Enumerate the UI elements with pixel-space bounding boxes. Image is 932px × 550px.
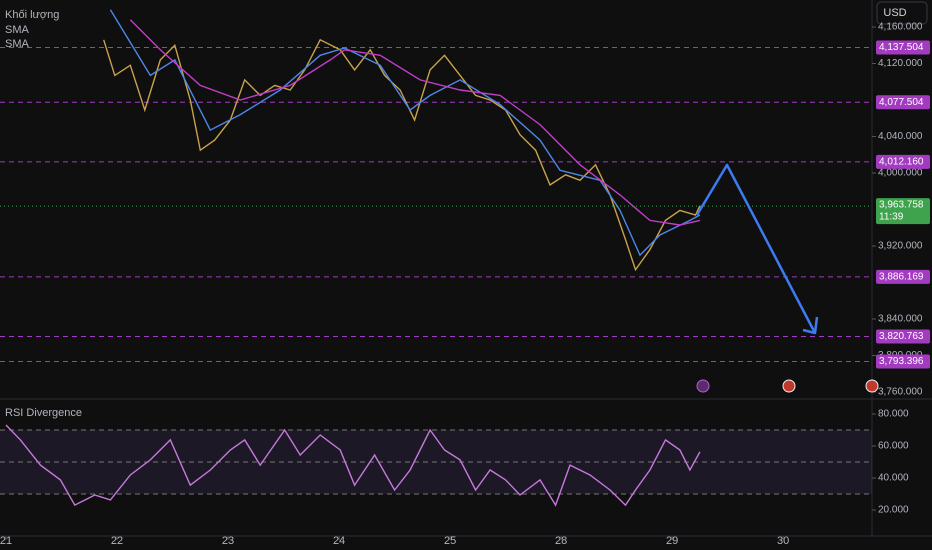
x-tick-label: 24 [333, 535, 345, 547]
x-tick-label: 30 [777, 535, 789, 547]
countdown: 11:39 [879, 212, 904, 223]
currency-button[interactable] [876, 1, 928, 25]
level-label: 3,886.169 [879, 271, 924, 282]
x-tick-label: 23 [222, 535, 234, 547]
forecast-arrow [695, 163, 819, 335]
event-icons [696, 379, 879, 393]
x-tick-label: 28 [555, 535, 567, 547]
level-label: 4,077.504 [879, 97, 924, 108]
level-label: 3,793.396 [879, 356, 924, 367]
level-label-box [876, 354, 930, 369]
series-line [129, 19, 701, 226]
y-tick-label: 40.000 [878, 473, 909, 484]
series-line [5, 424, 701, 507]
level-label-box [876, 329, 930, 344]
legend: Khối lượng SMA SMA [5, 9, 59, 50]
y-tick-label: 4,120.000 [878, 58, 923, 69]
level-label-box [876, 269, 930, 284]
x-tick-label: 29 [666, 535, 678, 547]
y-tick-label: 4,160.000 [878, 22, 923, 33]
y-tick-label: 4,040.000 [878, 131, 923, 142]
event-icon[interactable] [782, 379, 796, 393]
level-label-box [876, 154, 930, 169]
y-tick-label: 3,840.000 [878, 314, 923, 325]
y-tick-label: 60.000 [878, 441, 909, 452]
y-tick-label: 3,920.000 [878, 241, 923, 252]
y-tick-label: 20.000 [878, 505, 909, 516]
rsi-title: RSI Divergence [5, 407, 82, 419]
x-tick-label: 25 [444, 535, 456, 547]
level-label: 4,012.160 [879, 157, 924, 168]
legend-entry: SMA [5, 24, 30, 36]
level-label-box [876, 40, 930, 55]
level-label-box [876, 95, 930, 110]
event-icon[interactable] [696, 379, 710, 393]
level-label: 3,820.763 [879, 331, 924, 342]
level-label: 4,137.504 [879, 42, 924, 53]
y-tick-label: 4,000.000 [878, 168, 923, 179]
x-tick-label: 21 [0, 535, 12, 547]
y-tick-label: 80.000 [878, 409, 909, 420]
series-line [109, 9, 701, 257]
legend-entry: SMA [5, 38, 30, 50]
y-tick-label: 3,760.000 [878, 387, 923, 398]
volume-label: Khối lượng [5, 9, 59, 21]
currency-label: USD [883, 7, 906, 19]
x-tick-label: 22 [111, 535, 123, 547]
last-price-box [876, 198, 930, 225]
last-price-label: 3,963.758 [879, 200, 924, 211]
event-icon[interactable] [865, 379, 879, 393]
